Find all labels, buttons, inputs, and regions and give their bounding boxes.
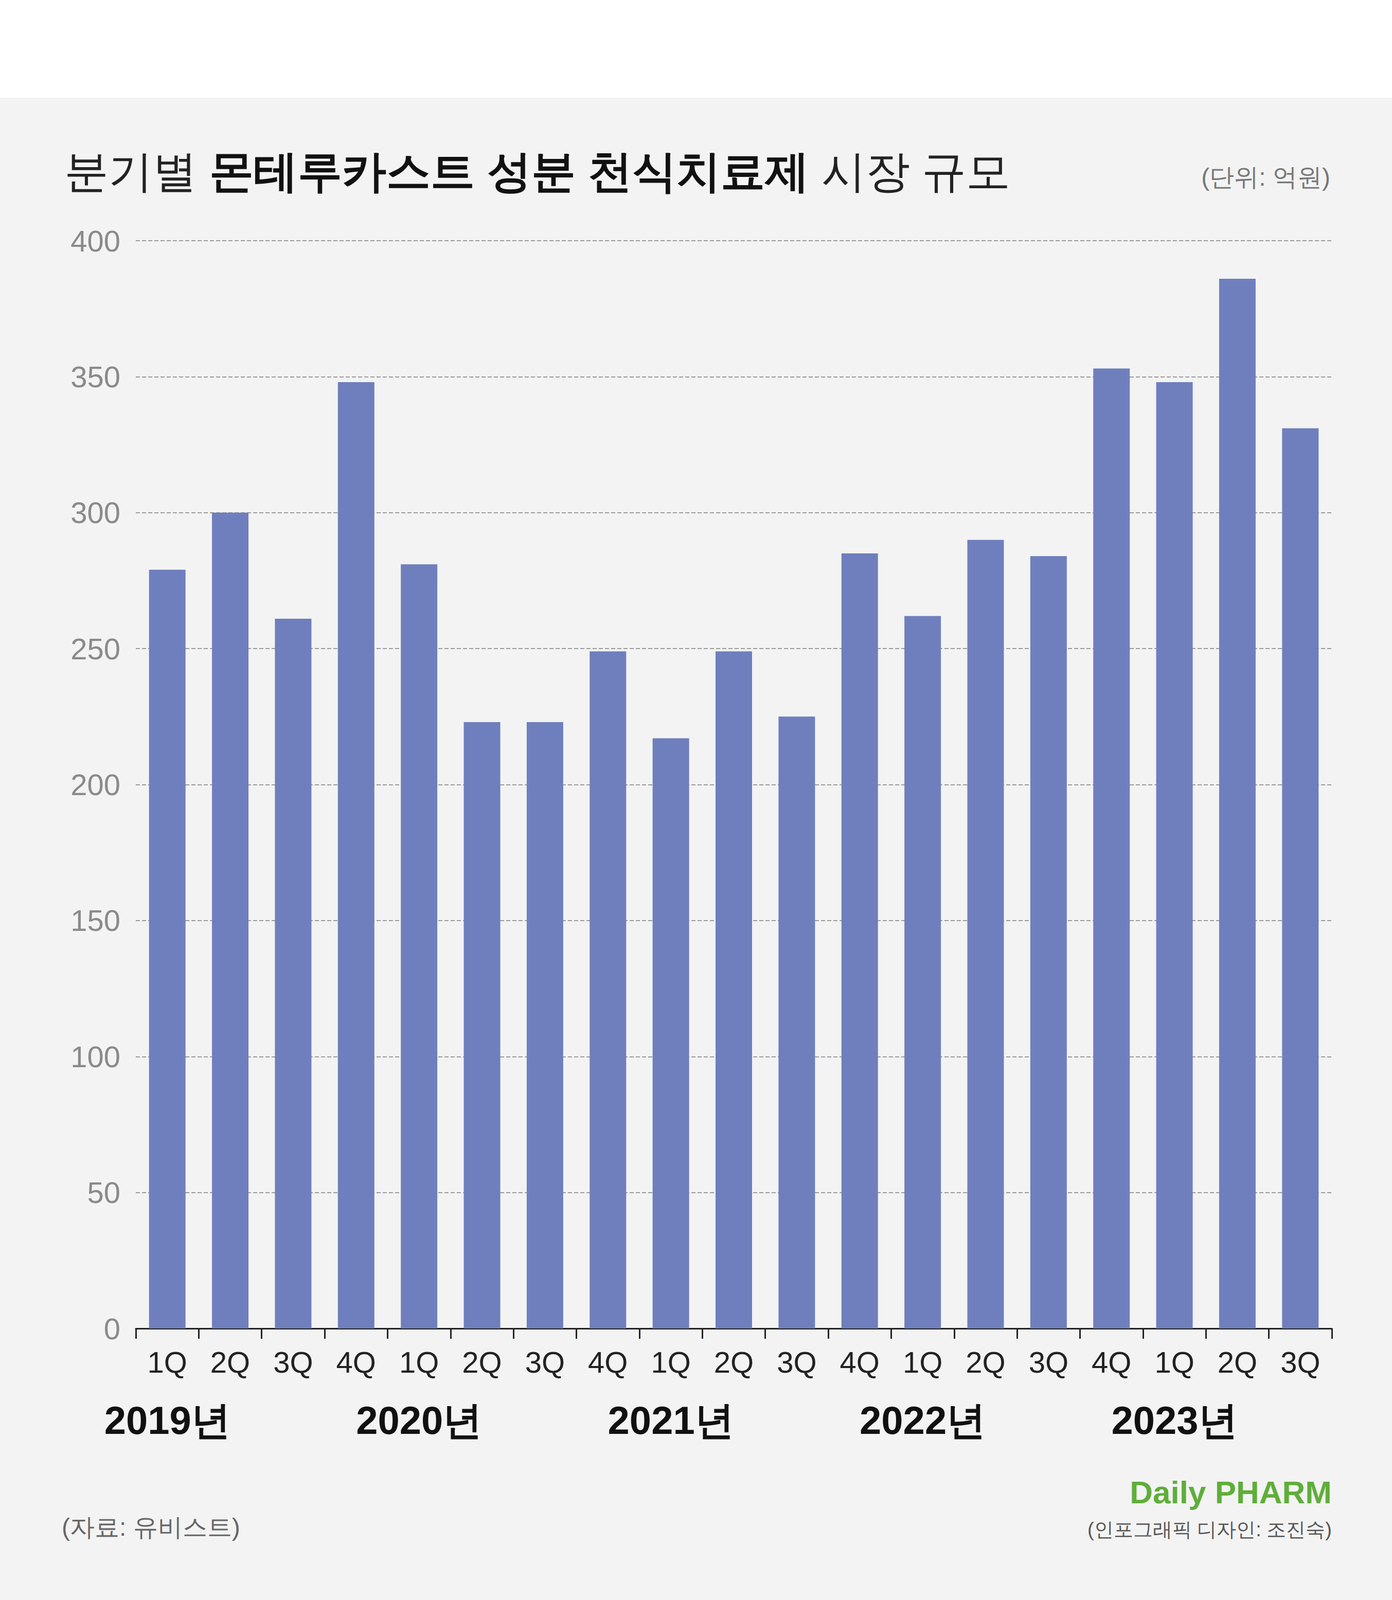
svg-text:150: 150 xyxy=(70,903,121,938)
svg-text:(자료: 유비스트): (자료: 유비스트) xyxy=(61,1513,241,1542)
svg-text:2Q: 2Q xyxy=(1217,1345,1258,1380)
svg-text:4Q: 4Q xyxy=(587,1345,628,1380)
svg-text:3Q: 3Q xyxy=(1028,1345,1069,1380)
svg-text:2Q: 2Q xyxy=(714,1345,754,1380)
svg-text:4Q: 4Q xyxy=(1091,1345,1132,1380)
svg-text:3Q: 3Q xyxy=(776,1345,817,1380)
svg-text:1Q: 1Q xyxy=(399,1345,439,1380)
svg-text:50: 50 xyxy=(86,1175,121,1210)
svg-text:(인포그래픽 디자인: 조진숙): (인포그래픽 디자인: 조진숙) xyxy=(1087,1519,1332,1541)
svg-text:(단위: 억원): (단위: 억원) xyxy=(1201,163,1331,191)
svg-text:2Q: 2Q xyxy=(461,1345,502,1380)
svg-text:1Q: 1Q xyxy=(1154,1345,1194,1380)
svg-text:0: 0 xyxy=(103,1312,121,1346)
svg-text:3Q: 3Q xyxy=(525,1345,565,1380)
svg-text:2020년: 2020년 xyxy=(355,1398,483,1443)
svg-text:2Q: 2Q xyxy=(210,1345,251,1380)
svg-text:2019년: 2019년 xyxy=(104,1398,231,1443)
svg-text:몬테루카스트 성분 천식치료제: 몬테루카스트 성분 천식치료제 xyxy=(209,146,810,196)
svg-text:100: 100 xyxy=(70,1040,121,1074)
svg-text:200: 200 xyxy=(70,768,121,802)
svg-text:3Q: 3Q xyxy=(273,1345,313,1380)
svg-text:1Q: 1Q xyxy=(147,1345,187,1380)
svg-text:Daily PHARM: Daily PHARM xyxy=(1129,1474,1332,1511)
svg-text:3Q: 3Q xyxy=(1280,1345,1320,1380)
svg-text:1Q: 1Q xyxy=(650,1345,691,1380)
svg-text:1Q: 1Q xyxy=(902,1345,943,1380)
svg-text:시장 규모: 시장 규모 xyxy=(809,146,1011,196)
svg-text:2023년: 2023년 xyxy=(1111,1398,1238,1443)
svg-text:2022년: 2022년 xyxy=(859,1398,986,1443)
svg-text:2Q: 2Q xyxy=(965,1345,1006,1380)
svg-text:분기별: 분기별 xyxy=(64,146,210,196)
svg-text:2021년: 2021년 xyxy=(608,1398,735,1443)
svg-text:400: 400 xyxy=(70,224,121,258)
svg-text:250: 250 xyxy=(70,632,121,666)
svg-text:4Q: 4Q xyxy=(336,1345,377,1380)
svg-text:300: 300 xyxy=(70,495,121,530)
svg-text:4Q: 4Q xyxy=(840,1345,880,1380)
svg-text:350: 350 xyxy=(70,360,121,394)
